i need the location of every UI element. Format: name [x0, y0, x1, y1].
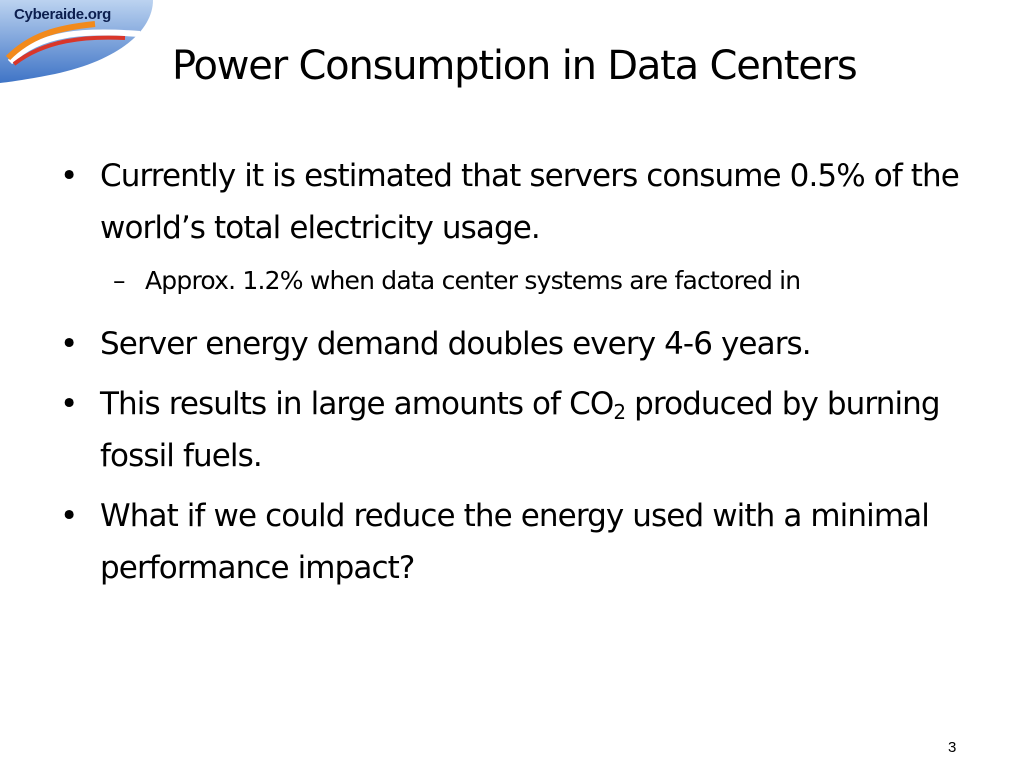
- bullet-item: • This results in large amounts of CO2 p…: [60, 378, 960, 482]
- logo: Cyberaide.org: [0, 0, 160, 84]
- logo-text: Cyberaide.org: [14, 6, 111, 23]
- bullet-marker: •: [60, 386, 78, 422]
- bullet-text: What if we could reduce the energy used …: [100, 498, 930, 586]
- bullet-item: • Server energy demand doubles every 4-6…: [60, 318, 960, 370]
- bullet-marker: •: [60, 326, 78, 362]
- bullet-text: Server energy demand doubles every 4-6 y…: [100, 326, 812, 362]
- bullet-marker: •: [60, 158, 78, 194]
- bullet-item: • What if we could reduce the energy use…: [60, 490, 960, 594]
- page-number: 3: [948, 739, 957, 756]
- bullet-marker: •: [60, 498, 78, 534]
- co2-subscript: 2: [613, 400, 626, 424]
- bullet-list: • Currently it is estimated that servers…: [60, 150, 960, 602]
- logo-graphic: [0, 0, 153, 83]
- co2-text-after: produced by burning fossil fuels.: [100, 386, 941, 474]
- slide-title: Power Consumption in Data Centers: [172, 43, 858, 89]
- bullet-item: • Currently it is estimated that servers…: [60, 150, 960, 254]
- co2-text-before: This results in large amounts of CO: [100, 386, 614, 422]
- bullet-text-co2: This results in large amounts of CO2 pro…: [100, 386, 941, 474]
- bullet-text: Currently it is estimated that servers c…: [100, 158, 960, 246]
- sub-bullet-item: – Approx. 1.2% when data center systems …: [60, 260, 960, 302]
- sub-bullet-text: Approx. 1.2% when data center systems ar…: [145, 266, 801, 295]
- sub-bullet-marker: –: [113, 266, 125, 295]
